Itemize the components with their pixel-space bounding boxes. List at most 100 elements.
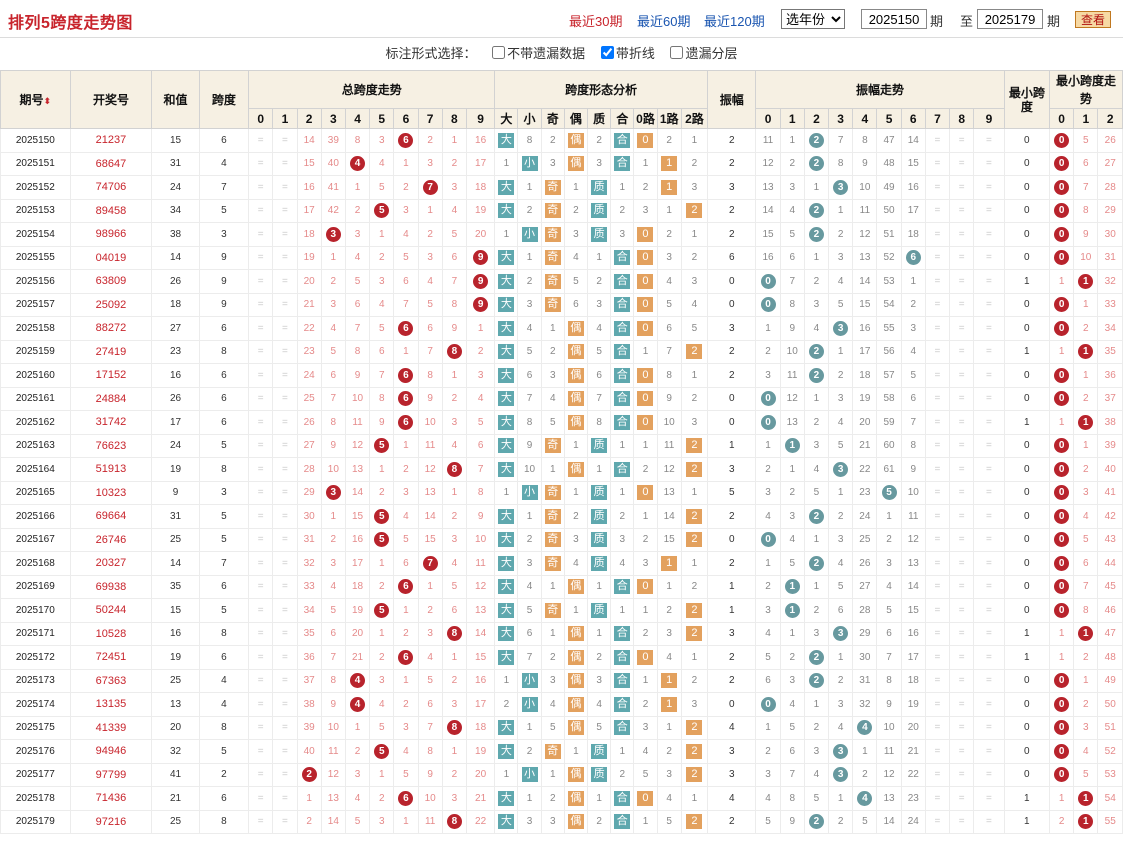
miss-count: 1 xyxy=(427,205,433,217)
form-miss: 1 xyxy=(549,628,556,640)
form-cell: 1 xyxy=(656,574,682,599)
miss-count: 34 xyxy=(1104,322,1116,334)
form-hit: 小 xyxy=(521,767,538,783)
amplitude-trend-cell: 5 xyxy=(755,809,781,834)
amplitude-trend-cell: = xyxy=(949,739,975,764)
miss-count: 6 xyxy=(1083,557,1089,569)
miss-count: 1 xyxy=(862,745,868,757)
period-cell: 2025153 xyxy=(0,198,71,223)
period-start-input[interactable] xyxy=(861,9,927,29)
miss-count: 2 xyxy=(403,181,409,193)
year-select[interactable]: 选年份 xyxy=(781,9,845,29)
option-no-miss[interactable]: 不带遗漏数据 xyxy=(492,46,585,61)
option-polyline-checkbox[interactable] xyxy=(600,46,614,59)
trend-cell: = xyxy=(248,574,274,599)
form-hit: 大 xyxy=(498,320,515,336)
option-no-miss-checkbox[interactable] xyxy=(492,46,506,59)
miss-count: = xyxy=(934,487,941,499)
min-ball: 0 xyxy=(1054,297,1070,313)
amplitude-trend-cell: 2 xyxy=(803,645,830,670)
option-polyline[interactable]: 带折线 xyxy=(600,46,655,61)
form-hit: 0 xyxy=(637,414,654,430)
form-cell: 4 xyxy=(610,551,635,576)
trend-cell: 6 xyxy=(393,574,419,599)
form-cell: 2 xyxy=(680,339,709,364)
miss-count: 8 xyxy=(451,299,458,311)
form-cell: 3 xyxy=(540,151,565,176)
miss-count: 8 xyxy=(789,792,796,804)
hit-ball: 8 xyxy=(446,626,462,642)
form-cell: 2 xyxy=(540,128,565,153)
amplitude-trend-cell: 2 xyxy=(803,222,830,247)
amplitude-trend-cell: = xyxy=(924,645,951,670)
form-miss: 2 xyxy=(691,581,698,593)
view-button[interactable]: 查看 xyxy=(1075,11,1111,28)
miss-count: 16 xyxy=(475,675,487,687)
miss-count: 1 xyxy=(451,745,458,757)
form-cell: 1 xyxy=(517,715,542,740)
option-miss-layer[interactable]: 遗漏分层 xyxy=(670,46,737,61)
form-miss: 2 xyxy=(596,651,602,663)
recent-120-link[interactable]: 最近120期 xyxy=(704,14,765,29)
form-miss: 4 xyxy=(666,651,672,663)
form-hit: 偶 xyxy=(567,414,584,430)
sum-cell: 34 xyxy=(151,198,200,223)
miss-count: 4 xyxy=(427,275,433,287)
miss-count: 5 xyxy=(403,252,409,264)
form-hit: 大 xyxy=(498,461,515,477)
amplitude-trend-cell: 26 xyxy=(852,551,878,576)
amplitude-trend-cell: 21 xyxy=(852,433,878,458)
miss-count: 4 xyxy=(378,299,385,311)
miss-count: = xyxy=(958,745,965,757)
trend-cell: 15 xyxy=(417,527,443,552)
option-miss-layer-checkbox[interactable] xyxy=(670,46,684,59)
trend-cell: 2 xyxy=(369,245,395,270)
miss-count: 11 xyxy=(787,369,798,381)
amplitude-trend-cell: 0 xyxy=(755,410,781,435)
hit-ball: 6 xyxy=(398,414,414,430)
min-trend-cell: 26 xyxy=(1097,128,1123,153)
header-qihao[interactable]: 期号⬍ xyxy=(0,70,71,129)
amplitude-ball: 0 xyxy=(760,273,776,289)
span-cell: 8 xyxy=(198,339,250,364)
amplitude-ball: 2 xyxy=(808,132,824,148)
recent-60-link[interactable]: 最近60期 xyxy=(637,14,691,29)
recent-30-link[interactable]: 最近30期 xyxy=(569,14,623,29)
amplitude-trend-cell: 5 xyxy=(779,715,805,740)
form-hit: 大 xyxy=(498,438,515,454)
miss-count: = xyxy=(282,722,288,734)
miss-count: = xyxy=(986,322,992,334)
miss-count: 19 xyxy=(475,745,487,757)
miss-count: = xyxy=(986,299,992,311)
miss-count: 1 xyxy=(403,604,409,616)
min-trend-cell: 1 xyxy=(1049,786,1075,811)
amplitude-trend-cell: 2 xyxy=(828,363,854,388)
amplitude-trend-cell: = xyxy=(924,480,951,505)
amplitude-trend-cell: 1 xyxy=(828,645,854,670)
form-miss: 4 xyxy=(573,252,579,264)
trend-cell: = xyxy=(272,762,298,787)
hit-ball: 3 xyxy=(325,485,341,501)
form-cell: 大 xyxy=(494,269,519,294)
amplitude-trend-cell: 13 xyxy=(755,175,781,200)
miss-count: 18 xyxy=(303,228,315,240)
form-miss: 1 xyxy=(503,675,510,687)
form-miss: 7 xyxy=(666,346,672,358)
amplitude-trend-cell: 5 xyxy=(828,574,854,599)
trend-cell: 3 xyxy=(417,245,443,270)
miss-count: 38 xyxy=(303,698,315,710)
trend-col-2: 2 xyxy=(296,108,322,129)
form-hit: 合 xyxy=(614,297,631,313)
miss-count: 1 xyxy=(1083,369,1089,381)
trend-cell: 8 xyxy=(441,457,467,482)
miss-count: = xyxy=(958,534,965,546)
trend-cell: 38 xyxy=(296,692,322,717)
period-end-input[interactable] xyxy=(977,9,1043,29)
amplitude-trend-cell: = xyxy=(949,504,975,529)
miss-count: 25 xyxy=(303,393,315,405)
miss-count: 4 xyxy=(403,228,409,240)
amplitude-trend-cell: 18 xyxy=(900,222,926,247)
amplitude-trend-cell: 2 xyxy=(803,715,830,740)
min-ball: 1 xyxy=(1078,814,1094,830)
form-cell: 1 xyxy=(540,316,565,341)
